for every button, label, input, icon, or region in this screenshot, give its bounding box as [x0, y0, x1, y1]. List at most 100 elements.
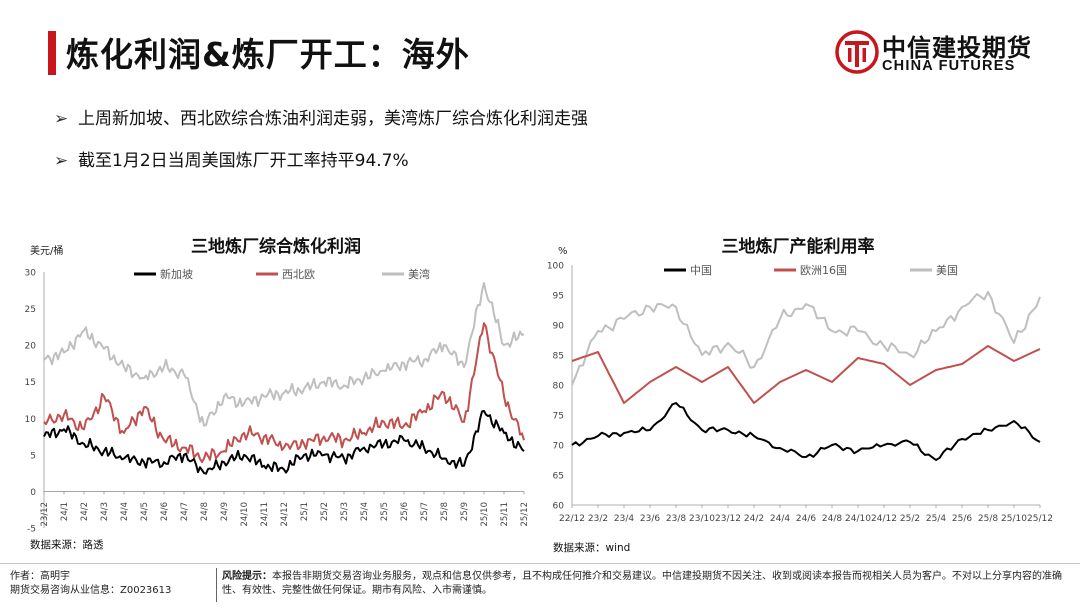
x-tick-label: 25/6 [952, 514, 972, 524]
bullet-2: ➢ 截至1月2日当周美国炼厂开工率持平94.7% [54, 146, 409, 171]
footer-risk: 风险提示：本报告非期货交易咨询业务服务，观点和信息仅供参考，且不构成任何推介和交… [222, 570, 1062, 598]
x-tick-label: 25/9 [460, 502, 470, 521]
x-tick-label: 25/5 [380, 502, 390, 521]
logo-text-en: CHINA FUTURES [882, 58, 1016, 74]
footer-author: 作者：高明宇 [10, 571, 70, 582]
bullet-1: ➢ 上周新加坡、西北欧综合炼油利润走弱，美湾炼厂综合炼化利润走强 [54, 104, 588, 129]
x-tick-label: 25/6 [400, 502, 410, 521]
refinery-utilization-chart: 三地炼厂产能利用率% 60 65 70 75 80 85 90 95 100 22/12 23/2 23… [547, 236, 1053, 524]
y-tick-label: -5 [27, 525, 36, 535]
legend-label: 欧洲16国 [800, 264, 847, 277]
x-tick-label: 24/12 [871, 514, 897, 524]
x-tick-label: 23/4 [614, 514, 634, 524]
x-tick-label: 24/8 [200, 502, 210, 521]
series-line-1 [43, 410, 525, 475]
x-tick-label: 25/4 [360, 502, 370, 521]
footer-vertical-divider [216, 568, 217, 602]
x-tick-label: 24/2 [744, 514, 764, 524]
x-tick-label: 25/11 [500, 502, 510, 527]
x-tick-label: 24/6 [160, 502, 170, 521]
y-tick-label: 30 [25, 269, 37, 279]
bullet-2-text: 截至1月2日当周美国炼厂开工率持平94.7% [78, 151, 409, 171]
x-tick-label: 24/10 [240, 502, 250, 527]
bullet-arrow-icon: ➢ [54, 109, 69, 129]
brand-logo: 中信建投期货 CHINA FUTURES [834, 26, 1034, 78]
x-tick-label: 25/12 [1027, 514, 1053, 524]
x-tick-label: 23/12 [715, 514, 741, 524]
x-tick-label: 24/1 [60, 502, 70, 521]
y-tick-label: 95 [553, 292, 564, 302]
x-tick-label: 24/6 [796, 514, 816, 524]
y-tick-label: 15 [25, 378, 36, 388]
y-tick-label: 25 [25, 305, 36, 315]
legend-label: 美湾 [408, 267, 430, 281]
x-tick-label: 24/12 [280, 502, 290, 527]
x-tick-label: 24/4 [770, 514, 790, 524]
footer-author-block: 作者：高明宇 期货交易咨询从业信息：Z0023613 [10, 570, 171, 598]
x-tick-label: 23/12 [40, 502, 50, 527]
x-tick-label: 24/10 [845, 514, 871, 524]
x-tick-label: 23/8 [666, 514, 686, 524]
bullet-1-text: 上周新加坡、西北欧综合炼油利润走弱，美湾炼厂综合炼化利润走强 [78, 109, 588, 129]
y-axis-unit-label: % [558, 246, 568, 257]
chart-title: 三地炼厂产能利用率 [722, 236, 875, 257]
x-tick-label: 25/4 [926, 514, 946, 524]
x-tick-label: 25/7 [420, 502, 430, 521]
x-tick-label: 25/8 [978, 514, 998, 524]
series-line-2 [43, 322, 525, 463]
y-tick-label: 65 [553, 472, 564, 482]
citic-logo-icon [835, 30, 879, 74]
y-tick-label: 100 [547, 262, 564, 272]
bullet-arrow-icon: ➢ [54, 151, 69, 171]
x-tick-label: 23/6 [640, 514, 660, 524]
x-tick-label: 24/5 [140, 502, 150, 521]
y-tick-label: 5 [30, 451, 36, 461]
footer-risk-text: 本报告非期货交易咨询业务服务，观点和信息仅供参考，且不构成任何推介和交易建议。中… [222, 571, 1062, 596]
x-tick-label: 25/10 [1001, 514, 1027, 524]
x-tick-label: 24/2 [80, 502, 90, 521]
footer-license: 期货交易咨询从业信息：Z0023613 [10, 585, 172, 596]
x-tick-label: 23/10 [689, 514, 715, 524]
legend-label: 美国 [936, 264, 958, 277]
x-tick-label: 24/4 [120, 502, 130, 521]
series-line-3 [43, 282, 525, 427]
y-tick-label: 60 [553, 502, 565, 512]
legend-label: 新加坡 [160, 267, 193, 281]
x-tick-label: 25/3 [340, 502, 350, 521]
series-line-3 [571, 291, 1041, 386]
y-tick-label: 70 [553, 442, 565, 452]
x-tick-label: 24/11 [260, 502, 270, 527]
y-tick-label: 10 [25, 415, 37, 425]
x-tick-label: 24/8 [822, 514, 842, 524]
y-tick-label: 90 [553, 322, 565, 332]
y-axis-unit-label: 美元/桶 [30, 244, 63, 257]
y-tick-label: 20 [25, 342, 37, 352]
chart-title: 三地炼厂综合炼化利润 [191, 236, 361, 257]
series-line-1 [571, 402, 1041, 461]
footer-divider [0, 563, 1080, 564]
x-tick-label: 23/2 [588, 514, 608, 524]
x-tick-label: 24/3 [100, 502, 110, 521]
footer-risk-label: 风险提示： [222, 571, 272, 582]
x-tick-label: 25/12 [520, 502, 530, 527]
y-tick-label: 85 [553, 352, 564, 362]
logo-text-cn: 中信建投期货 [882, 34, 1032, 62]
series-line-2 [571, 345, 1041, 404]
x-tick-label: 24/7 [180, 502, 190, 521]
refining-margin-chart: 三地炼厂综合炼化利润 美元/桶 -5 0 5 10 15 20 25 30 23/12 24/1 24/… [25, 236, 530, 535]
x-tick-label: 25/1 [300, 502, 310, 521]
legend-label: 西北欧 [282, 268, 315, 281]
page-title: 炼化利润&炼厂开工：海外 [66, 35, 470, 74]
y-tick-label: 75 [553, 412, 564, 422]
x-tick-label: 24/9 [220, 502, 230, 521]
y-tick-label: 80 [553, 382, 565, 392]
x-tick-label: 25/8 [440, 502, 450, 521]
x-tick-label: 22/12 [559, 514, 585, 524]
y-tick-label: 0 [30, 488, 36, 498]
x-tick-label: 25/2 [900, 514, 920, 524]
source-right: 数据来源：wind [553, 542, 631, 554]
x-tick-label: 25/10 [480, 502, 490, 527]
source-left: 数据来源：路透 [30, 539, 104, 551]
title-accent-bar [48, 31, 56, 75]
legend-label: 中国 [690, 264, 712, 277]
